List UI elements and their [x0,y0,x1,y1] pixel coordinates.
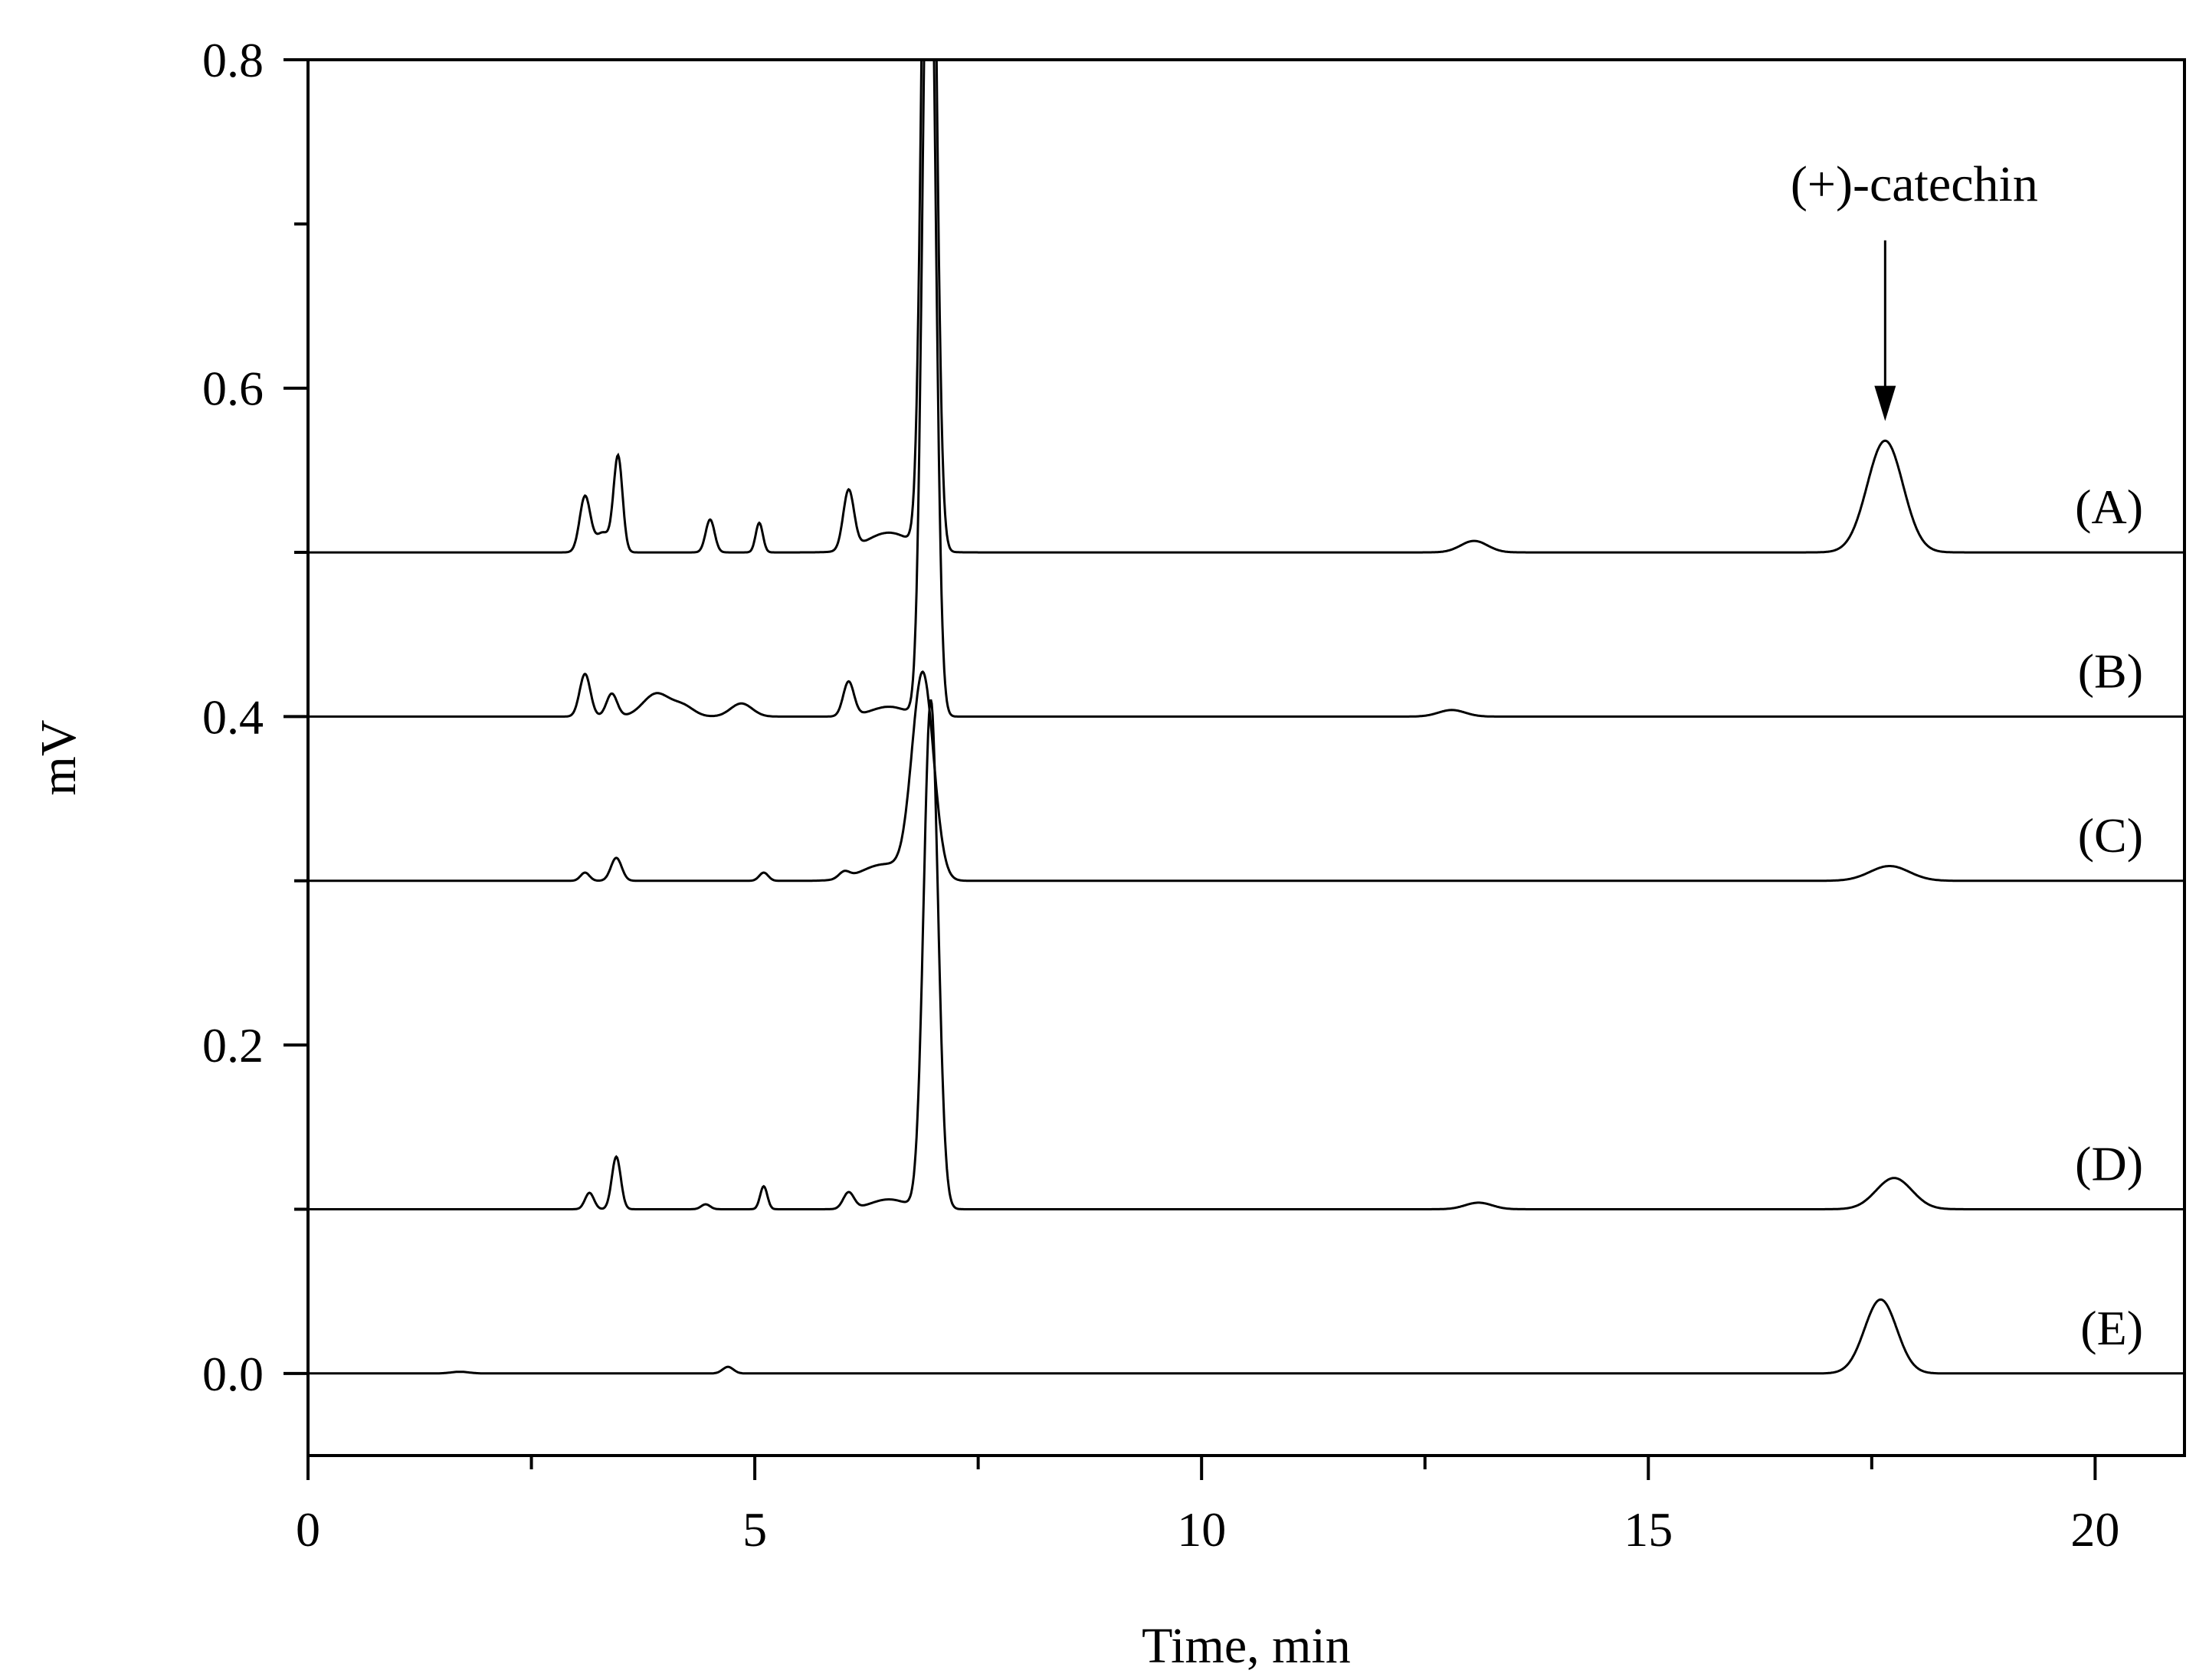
catechin-annotation: (+)-catechin [1791,156,2038,212]
x-tick-label: 5 [742,1502,767,1557]
annotation: (+)-catechin [1791,156,2038,421]
series-layer [308,58,2184,1375]
x-tick-label: 0 [296,1502,320,1557]
series-label: (E) [2080,1301,2143,1355]
series-label: (A) [2075,480,2143,534]
series-line [308,670,2184,883]
y-tick-label: 0.0 [202,1347,264,1401]
x-tick-label: 20 [2070,1502,2119,1557]
y-tick-label: 0.4 [202,689,264,744]
x-tick-label: 10 [1177,1502,1226,1557]
y-tick-label: 0.8 [202,33,264,87]
y-axis: 0.0 0.2 0.4 0.6 0.8 [202,33,308,1401]
x-axis: 0 5 10 15 20 [296,1456,2119,1557]
series-line [308,58,2184,554]
y-axis-label: mV [31,720,87,796]
y-tick-label: 0.6 [202,362,264,416]
series-line [308,1298,2184,1375]
series-label: (B) [2078,644,2143,698]
x-axis-label: Time, min [1142,1618,1351,1674]
y-tick-label: 0.2 [202,1018,264,1073]
x-tick-label: 15 [1624,1502,1673,1557]
annotation-arrow-head [1874,385,1896,421]
series-labels: (A) (B) (C) (D) (E) [2075,480,2143,1355]
series-label: (C) [2078,808,2143,863]
series-line [308,699,2184,1210]
plot-frame [306,58,2186,1457]
series-label: (D) [2075,1136,2143,1190]
series-line [308,58,2184,718]
